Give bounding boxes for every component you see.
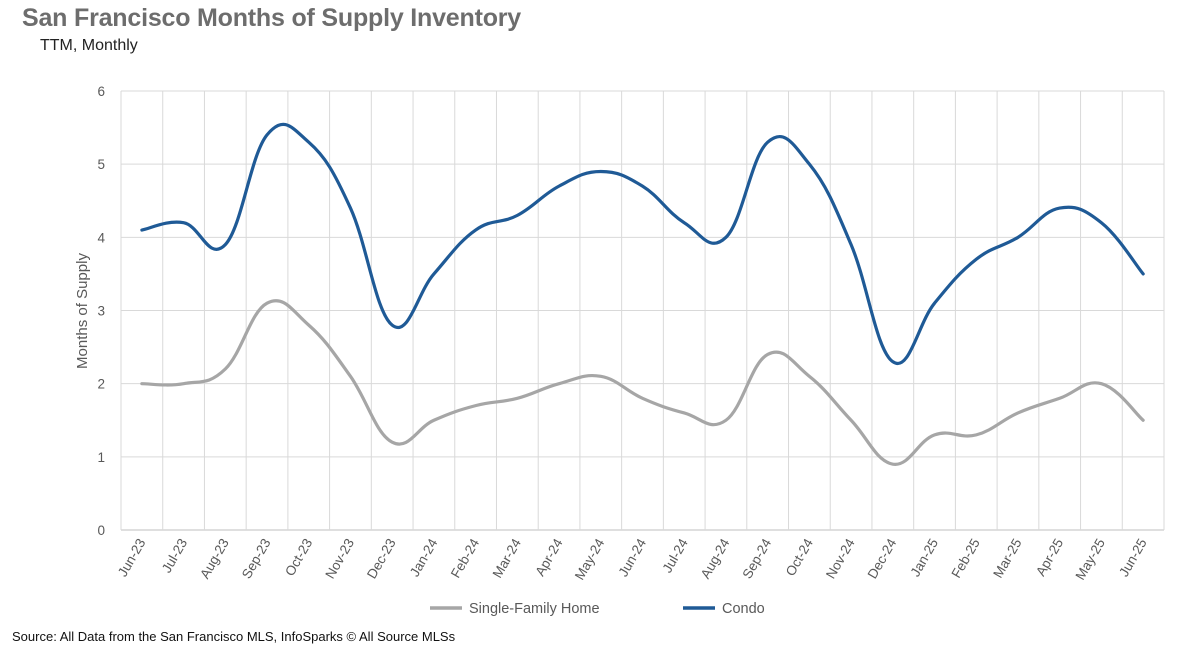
chart-title: San Francisco Months of Supply Inventory: [22, 4, 522, 32]
x-tick-label: Jul-24: [659, 536, 691, 576]
x-tick-label: Apr-25: [1033, 536, 1066, 579]
x-tick-label: Sep-23: [239, 536, 274, 581]
legend-label-single-family: Single-Family Home: [469, 601, 600, 617]
x-tick-label: Nov-23: [322, 536, 357, 581]
y-tick-label: 3: [97, 304, 105, 319]
y-tick-label: 2: [97, 377, 105, 392]
series-line-condo: [140, 122, 1145, 366]
x-tick-label: Jun-25: [1116, 536, 1150, 579]
x-tick-label: Apr-24: [532, 536, 565, 579]
x-tick-label: Aug-23: [197, 536, 232, 581]
x-tick-label: Jul-23: [159, 536, 190, 575]
y-tick-label: 6: [97, 84, 105, 99]
y-tick-label: 4: [97, 230, 105, 245]
x-tick-label: Dec-24: [865, 536, 900, 582]
y-tick-label: 5: [97, 157, 105, 172]
y-axis-ticks: 0 1 2 3 4 5 6: [97, 84, 105, 538]
series-line-single-family-home: [140, 299, 1145, 466]
chart-legend: Single-Family Home Condo: [430, 601, 765, 617]
x-tick-label: May-24: [572, 536, 608, 583]
chart-subtitle: TTM, Monthly: [40, 37, 138, 54]
x-tick-label: May-25: [1073, 536, 1108, 582]
x-axis-ticks: Jun-23 Jul-23 Aug-23 Sep-23 Oct-23 Nov-23 Dec-…: [115, 536, 1150, 583]
x-tick-label: Oct-24: [783, 536, 816, 579]
y-tick-label: 0: [97, 523, 105, 538]
x-tick-label: Oct-23: [282, 536, 315, 579]
series-lines: [140, 122, 1145, 466]
x-tick-label: Jan-24: [407, 536, 441, 580]
x-tick-label: Jun-24: [615, 536, 649, 580]
y-tick-label: 1: [97, 450, 105, 465]
horizontal-gridlines: [121, 90, 1164, 531]
legend-label-condo: Condo: [722, 601, 765, 617]
x-tick-label: Mar-24: [490, 536, 525, 581]
x-tick-label: Jan-25: [908, 536, 942, 579]
x-tick-label: Sep-24: [739, 536, 774, 582]
x-tick-label: Mar-25: [990, 536, 1024, 581]
x-tick-label: Dec-23: [364, 536, 399, 581]
x-tick-label: Nov-24: [823, 536, 858, 582]
x-tick-label: Jun-23: [115, 536, 149, 579]
x-tick-label: Feb-25: [948, 536, 982, 581]
x-tick-label: Feb-24: [448, 536, 483, 581]
y-axis-title: Months of Supply: [74, 253, 91, 369]
vertical-gridlines: [120, 91, 1165, 530]
source-note: Source: All Data from the San Francisco …: [12, 629, 456, 644]
x-tick-label: Aug-24: [698, 536, 733, 582]
